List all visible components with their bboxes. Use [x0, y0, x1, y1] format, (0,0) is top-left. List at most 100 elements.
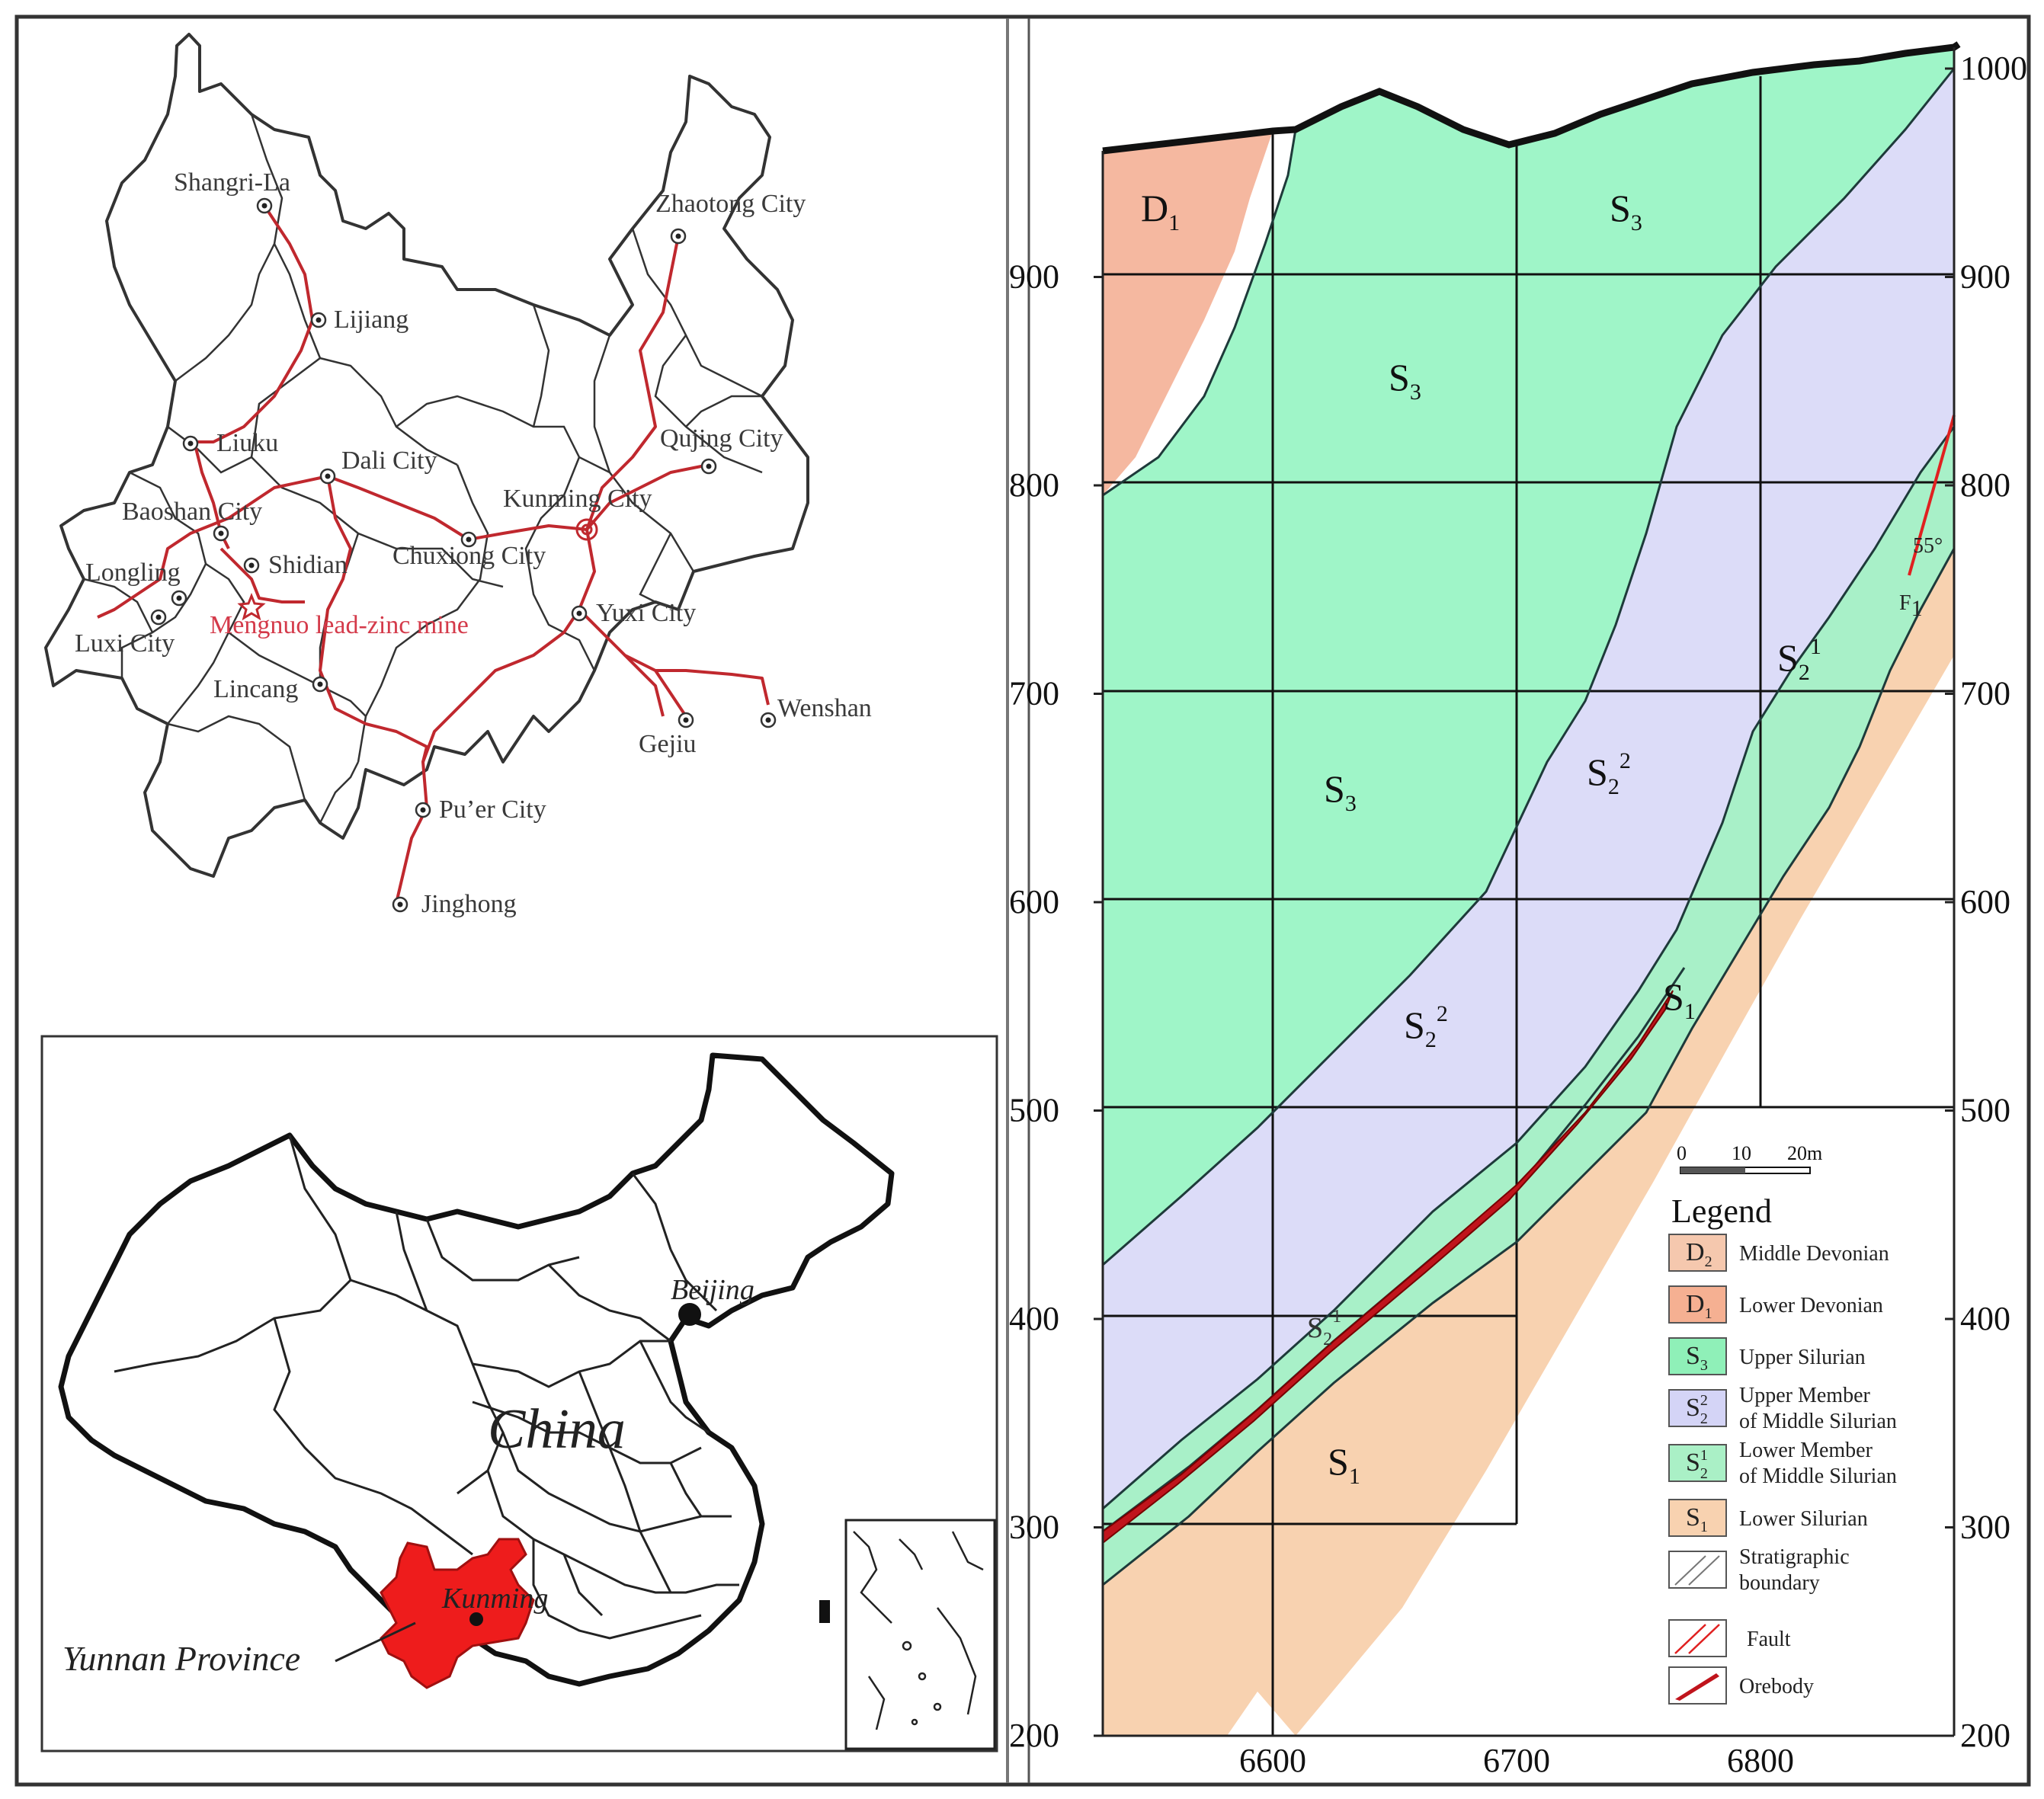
- y-tick-right-700: 700: [1960, 675, 2010, 712]
- legend-label-0: Middle Devonian: [1739, 1242, 1889, 1266]
- legend-label-8: Orebody: [1739, 1675, 1814, 1698]
- cross-section: 55° F1 900 800 700 600 500 400 300 200 1000 900 8…: [1009, 41, 2027, 1779]
- y-ticks-right: 1000 900 800 700 600 500 400 300 200: [1945, 50, 2027, 1754]
- legend-label-4: Lower Member: [1739, 1439, 1873, 1462]
- legend: Legend D2 Middle Devonian D1 Lower Devonian…: [1668, 1192, 1897, 1705]
- city-label-longling: Longling: [85, 559, 181, 587]
- city-label-lincang: Lincang: [213, 675, 298, 703]
- city-label-shangri-la: Shangri-La: [174, 168, 290, 197]
- y-tick-right-900: 900: [1960, 258, 2010, 296]
- layer-s2-upper: [1103, 69, 1954, 1509]
- layer-s1: [1103, 549, 1954, 1736]
- y-tick-right-200: 200: [1960, 1717, 2010, 1754]
- city-label-jinghong: Jinghong: [421, 890, 517, 918]
- x-tick-6700: 6700: [1483, 1742, 1550, 1779]
- fault: 55° F1: [1899, 415, 1956, 621]
- city-label-shidian: Shidian: [268, 551, 348, 579]
- city-marker-chuxiong: [460, 531, 477, 548]
- legend-symbol-5: S1: [1686, 1503, 1708, 1535]
- legend-label-5: Lower Silurian: [1739, 1507, 1868, 1531]
- y-tick-right-500: 500: [1960, 1092, 2010, 1129]
- city-label-baoshan: Baoshan City: [122, 498, 262, 526]
- city-label-liuku: Liuku: [216, 429, 278, 457]
- city-marker-puer: [415, 802, 431, 818]
- legend-item-5: S1 Lower Silurian: [1668, 1499, 1868, 1537]
- beijing-label: Beijing: [671, 1274, 754, 1306]
- section-grid: [1103, 76, 1954, 1736]
- unit-s2-lower-label-left: S21: [1307, 1307, 1341, 1349]
- mine-star: [237, 592, 266, 621]
- city-label-chuxiong: Chuxiong City: [392, 542, 546, 570]
- kunming-marker: [469, 1612, 483, 1626]
- x-ticks: 6600 6700 6800: [1239, 1742, 1794, 1779]
- legend-item-7: Fault: [1668, 1619, 1791, 1657]
- y-tick-right-400: 400: [1960, 1300, 2010, 1337]
- legend-label-6: Stratigraphic: [1739, 1545, 1850, 1569]
- mine-label: Mengnuo lead-zinc mine: [210, 611, 469, 639]
- city-marker-lincang: [312, 676, 328, 693]
- y-tick-left-500: 500: [1009, 1092, 1059, 1129]
- china-map: China Beijing Kunming Yunnan Province: [40, 1035, 998, 1753]
- city-marker-luxi: [150, 609, 167, 626]
- legend-item-3: S2 2 Upper Member of Middle Silurian: [1668, 1384, 1897, 1433]
- surface-line: [1102, 41, 1961, 155]
- legend-symbol-1: D1: [1686, 1290, 1712, 1322]
- city-marker-gejiu: [678, 712, 694, 728]
- y-ticks-left: 900 800 700 600 500 400 300 200: [1009, 258, 1103, 1754]
- unit-d1-label: D1: [1141, 187, 1180, 235]
- legend-symbol-3: S2 2: [1686, 1392, 1708, 1427]
- kunming-province-label: Kunming: [441, 1583, 548, 1615]
- scale-label-20m: 20m: [1787, 1142, 1822, 1164]
- y-tick-left-900: 900: [1009, 258, 1059, 296]
- legend-item-1: D1 Lower Devonian: [1668, 1285, 1883, 1324]
- y-tick-right-600: 600: [1960, 883, 2010, 920]
- city-marker-zhaotong: [670, 228, 687, 245]
- yunnan-province-label: Yunnan Province: [62, 1639, 300, 1678]
- legend-label2-4: of Middle Silurian: [1739, 1464, 1897, 1488]
- yunnan-map: Shangri-La Zhaotong City Lijiang Liuku Dali …: [44, 33, 872, 918]
- city-label-lijiang: Lijiang: [334, 306, 408, 334]
- beijing-marker: [678, 1303, 701, 1326]
- orebody: [1102, 990, 1674, 1545]
- y-tick-left-700: 700: [1009, 675, 1059, 712]
- city-marker-dali: [319, 468, 336, 485]
- china-label: China: [488, 1398, 626, 1461]
- y-tick-left-300: 300: [1009, 1509, 1059, 1546]
- section-layers: [1103, 47, 1954, 1736]
- y-tick-right-1000: 1000: [1960, 50, 2027, 87]
- scale-label-0: 0: [1677, 1142, 1687, 1164]
- yunnan-province-highlight: [380, 1538, 535, 1689]
- china-province-boundaries: [114, 1135, 739, 1640]
- outer-frame: [14, 14, 2031, 1787]
- legend-title: Legend: [1671, 1192, 1772, 1230]
- unit-s3-label-mid: S3: [1389, 356, 1421, 405]
- city-marker-shangri-la: [256, 197, 273, 214]
- south-china-sea-inset: [819, 1519, 996, 1750]
- x-tick-6600: 6600: [1239, 1742, 1306, 1779]
- legend-label2-3: of Middle Silurian: [1739, 1410, 1897, 1433]
- city-marker-shidian: [243, 557, 260, 574]
- city-label-dali: Dali City: [341, 447, 437, 475]
- city-marker-wenshan: [760, 712, 777, 728]
- y-tick-left-600: 600: [1009, 883, 1059, 920]
- legend-label2-6: boundary: [1739, 1571, 1820, 1595]
- legend-label-1: Lower Devonian: [1739, 1294, 1883, 1317]
- scale-bar: 0 10 20m: [1677, 1142, 1822, 1174]
- unit-s1-label-left: S1: [1328, 1440, 1360, 1489]
- city-marker-baoshan: [213, 525, 229, 542]
- legend-symbol-2: S3: [1686, 1342, 1708, 1374]
- city-marker-liuku: [182, 435, 199, 452]
- city-markers: [150, 197, 777, 913]
- legend-symbol-4: S1 2: [1686, 1447, 1708, 1482]
- china-outline: [58, 1052, 895, 1687]
- layer-d1: [1103, 131, 1273, 495]
- legend-items: D2 Middle Devonian D1 Lower Devonian S3 Upper…: [1668, 1234, 1897, 1705]
- city-marker-yuxi: [571, 605, 588, 622]
- legend-label-2: Upper Silurian: [1739, 1346, 1866, 1369]
- city-marker-longling: [171, 590, 187, 607]
- city-label-puer: Pu’er City: [439, 795, 546, 824]
- y-tick-right-300: 300: [1960, 1509, 2010, 1546]
